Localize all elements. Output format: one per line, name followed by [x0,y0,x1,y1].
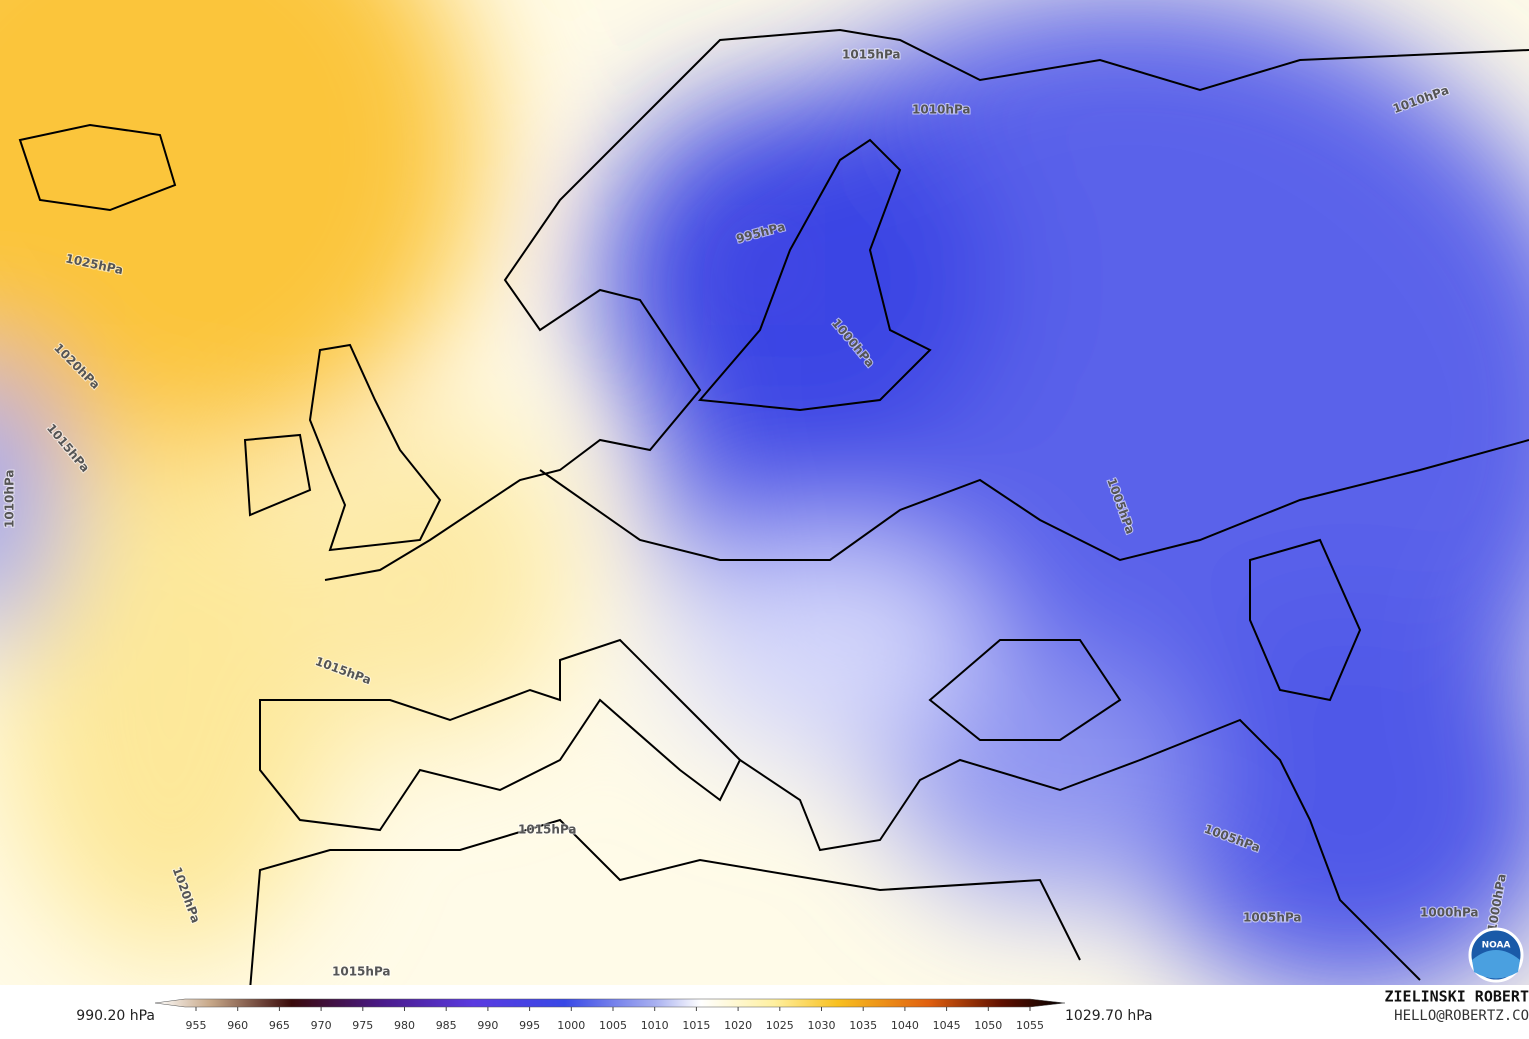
colorbar-tick-label: 995 [519,1019,540,1032]
colorbar-tick-label: 1040 [891,1019,919,1032]
colorbar-tick-label: 1010 [641,1019,669,1032]
isobar-label: 1015hPa [842,48,901,62]
colorbar-tick-label: 1015 [682,1019,710,1032]
isobar-label: 1005hPa [1243,911,1302,925]
author: ZIELINSKI ROBERT [1385,988,1529,1006]
colorbar-tick-label: 980 [394,1019,415,1032]
isobar-label: 1015hPa [332,965,391,979]
colorbar-tick-label: 985 [436,1019,457,1032]
colorbar-tick-label: 1025 [766,1019,794,1032]
colorbar-tick-label: 1005 [599,1019,627,1032]
colorbar-tick-label: 1030 [808,1019,836,1032]
colorbar-tick-label: 975 [352,1019,373,1032]
colorbar-tick-label: 1020 [724,1019,752,1032]
isobar-label: 1010hPa [912,103,971,117]
noaa-logo: NOAA [1470,929,1522,981]
min-label: 990.20 hPa [76,1008,155,1024]
isobar-label: 1010hPa [3,469,17,528]
colorbar-tick-label: 965 [269,1019,290,1032]
logo-text: NOAA [1482,941,1511,951]
colorbar [155,999,1065,1007]
colorbar-tick-label: 1055 [1016,1019,1044,1032]
colorbar-tick-label: 955 [186,1019,207,1032]
max-label: 1029.70 hPa [1065,1008,1153,1024]
colorbar-tick-label: 970 [311,1019,332,1032]
isobar-label: 1000hPa [1420,906,1479,920]
colorbar-tick-label: 960 [227,1019,248,1032]
isobar-label: 1015hPa [518,823,577,837]
colorbar-tick-label: 1050 [974,1019,1002,1032]
colorbar-tick-label: 1045 [933,1019,961,1032]
email: HELLO@ROBERTZ.CO [1394,1008,1529,1024]
colorbar-tick-label: 1000 [557,1019,585,1032]
colorbar-tick-label: 1035 [849,1019,877,1032]
colorbar-tick-label: 990 [477,1019,498,1032]
